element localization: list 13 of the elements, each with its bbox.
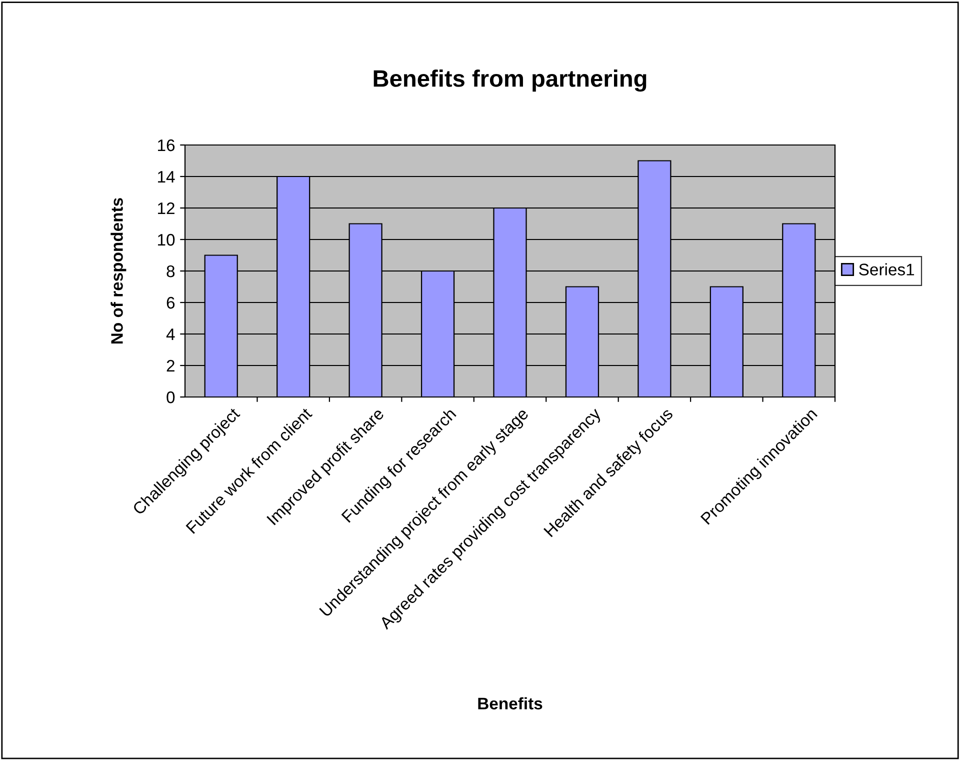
y-tick-label: 6 [166, 296, 175, 309]
y-tick-label: 14 [158, 171, 175, 183]
y-tick-label: 0 [166, 391, 175, 404]
y-axis-title: No of respondents [110, 198, 126, 344]
chart-title: Benefits from partnering [374, 70, 646, 92]
y-tick-label: 4 [166, 328, 175, 340]
y-tick-label: 10 [158, 234, 175, 246]
x-axis-title: Benefits [478, 697, 542, 710]
y-tick-label: 8 [166, 265, 175, 278]
y-tick-label: 2 [166, 360, 174, 372]
legend-label: Series1 [859, 263, 914, 276]
y-tick-label: 12 [158, 202, 174, 214]
y-tick-label: 16 [158, 139, 175, 152]
